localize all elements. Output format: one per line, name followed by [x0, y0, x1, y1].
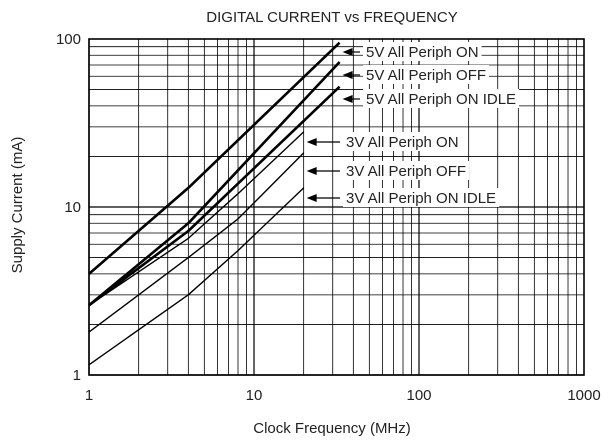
x-tick-label: 1000 — [567, 387, 600, 404]
annotation-label-bg — [343, 188, 500, 207]
series-line — [88, 152, 305, 333]
series-label: 5V All Periph ON IDLE — [366, 91, 516, 108]
series-label: 5V All Periph ON — [366, 44, 479, 61]
chart-title: DIGITAL CURRENT vs FREQUENCY — [206, 9, 457, 26]
x-tick-label: 10 — [246, 387, 263, 404]
arrowhead-icon — [342, 48, 353, 56]
y-tick-label: 10 — [64, 199, 81, 216]
arrowhead-icon — [306, 194, 317, 202]
y-tick-label: 1 — [73, 367, 81, 384]
series-line — [88, 131, 305, 306]
annotation-label-bg — [363, 65, 490, 84]
series-label: 3V All Periph ON IDLE — [346, 190, 496, 207]
plot-frame — [88, 38, 585, 376]
y-axis-label: Supply Current (mA) — [9, 137, 26, 274]
series-line — [88, 85, 341, 307]
y-tick-label: 100 — [56, 31, 81, 48]
series-label: 3V All Periph OFF — [346, 163, 466, 180]
series-line — [88, 187, 305, 366]
tick-labels: 1 10 100 1000 1 10 100 — [56, 31, 601, 404]
series-line — [88, 41, 341, 275]
x-axis-label: Clock Frequency (MHz) — [253, 420, 411, 437]
series-label: 3V All Periph ON — [346, 134, 459, 151]
legend-annotations: 5V All Periph ON 5V All Periph OFF 5V All … — [306, 42, 520, 207]
x-tick-label: 1 — [85, 387, 93, 404]
series-label: 5V All Periph OFF — [366, 67, 486, 84]
arrowhead-icon — [306, 138, 317, 146]
arrowhead-icon — [342, 71, 353, 79]
annotation-label-bg — [363, 89, 520, 108]
series-lines — [88, 41, 341, 366]
annotation-label-bg — [343, 161, 470, 180]
x-tick-label: 100 — [406, 387, 431, 404]
annotation-label-bg — [343, 132, 462, 151]
arrowhead-icon — [342, 95, 353, 103]
arrowhead-icon — [306, 167, 317, 175]
annotation-label-bg — [363, 42, 482, 61]
series-line — [88, 61, 341, 307]
